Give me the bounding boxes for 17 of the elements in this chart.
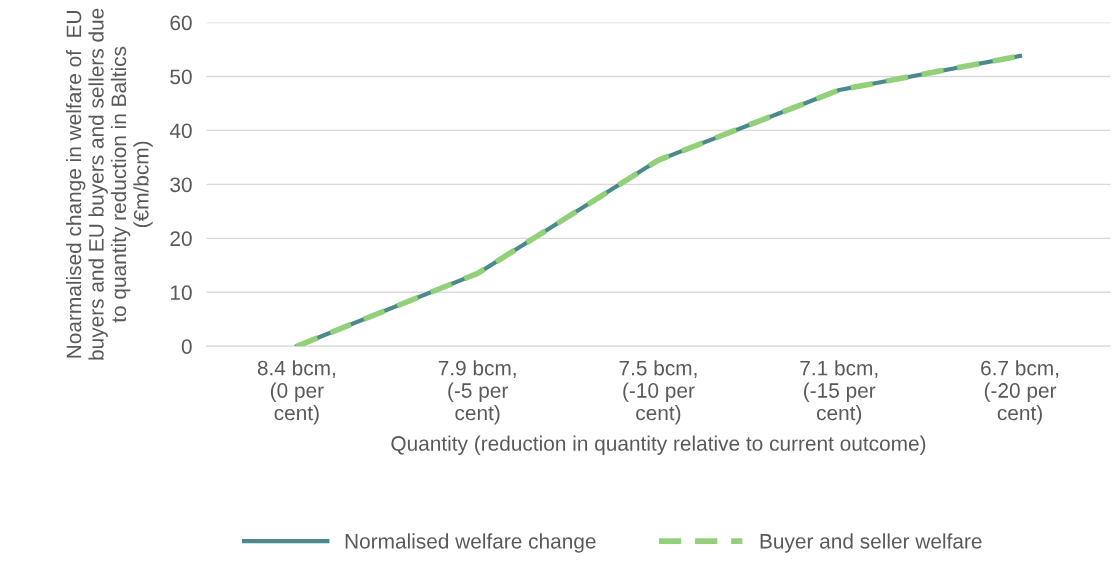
x-axis-title: Quantity (reduction in quantity relative to current outcome) <box>391 435 926 455</box>
y-axis-title: Noarmalised change in welfare of EU buyers and EU buyers and sellers due to quantity reduction in Baltics (€m/bcm) <box>65 8 153 360</box>
x-tick-label: 6.7 bcm, (-20 per cent) <box>981 360 1059 425</box>
x-tick-label: 7.1 bcm, (-15 per cent) <box>800 360 878 425</box>
y-tick-label: 50 <box>170 69 192 85</box>
y-tick-label: 20 <box>170 231 192 247</box>
x-tick-label: 8.4 bcm, (0 per cent) <box>257 360 335 425</box>
x-tick-label: 7.9 bcm, (-5 per cent) <box>438 360 516 425</box>
legend-label: Normalised welfare change <box>345 533 596 553</box>
y-tick-label: 10 <box>170 285 192 301</box>
y-tick-label: 0 <box>181 339 192 354</box>
legend-label: Buyer and seller welfare <box>760 533 982 553</box>
y-tick-label: 60 <box>170 15 192 31</box>
line-series <box>294 53 1023 347</box>
x-tick-label: 7.5 bcm, (-10 per cent) <box>619 360 697 425</box>
y-tick-label: 40 <box>169 123 192 139</box>
y-tick-label: 30 <box>170 177 192 193</box>
